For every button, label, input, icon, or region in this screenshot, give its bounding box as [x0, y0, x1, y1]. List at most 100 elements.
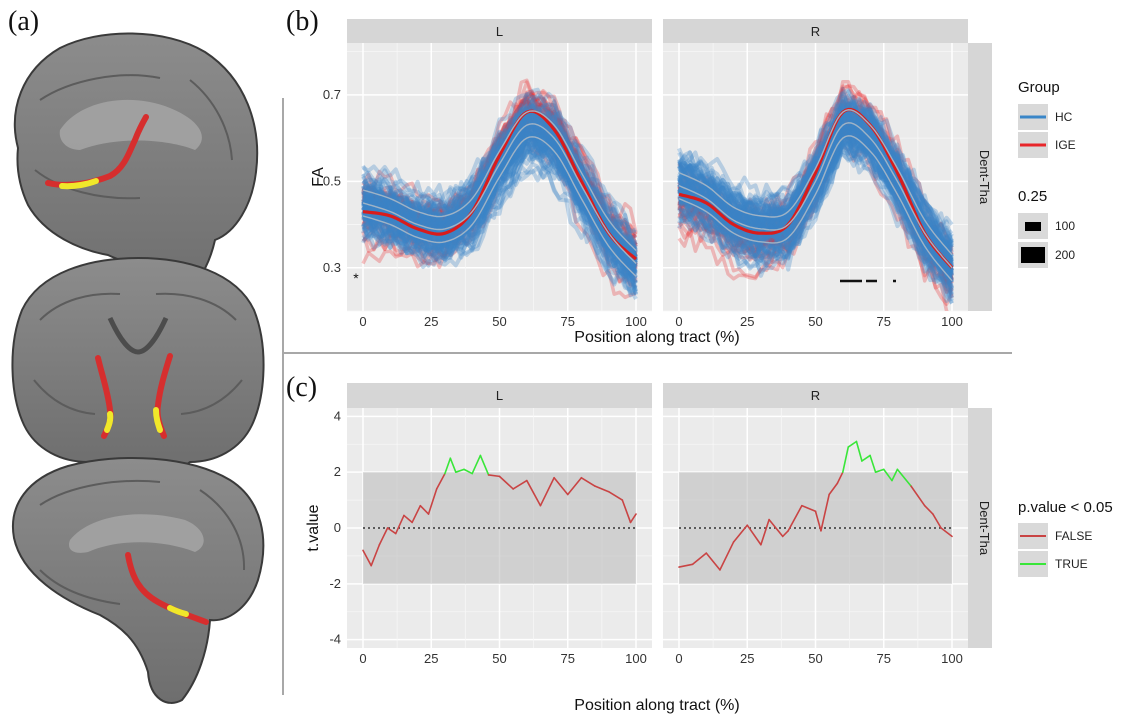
subject-trace: [677, 117, 953, 285]
significance-star: *: [353, 270, 359, 286]
subject-trace: [677, 144, 954, 289]
subject-trace: [362, 139, 638, 279]
subject-trace: [362, 111, 638, 261]
tvalue-segment: [882, 468, 893, 482]
facet-strip-row-c: [968, 408, 992, 648]
tvalue-segment: [896, 468, 912, 487]
y-tick-label: 0.7: [323, 87, 341, 102]
subject-trace: [677, 111, 954, 261]
tvalue-segment: [828, 482, 839, 496]
x-tick-label: 50: [492, 651, 506, 666]
subject-trace: [361, 110, 637, 235]
tvalue-segment: [411, 504, 422, 524]
tvalue-segment: [594, 485, 610, 493]
subject-trace: [361, 126, 638, 276]
tvalue-segment: [691, 552, 708, 566]
x-tick-label: 75: [561, 651, 575, 666]
x-tick-label: 75: [877, 651, 891, 666]
tvalue-segment: [394, 514, 405, 535]
subject-trace: [677, 120, 954, 294]
mean-lines: [678, 107, 954, 282]
tvalue-segment: [498, 475, 514, 490]
y-axis-title-b: FA: [310, 167, 327, 187]
tvalue-segment: [487, 474, 501, 478]
subject-trace: [677, 117, 954, 283]
tvalue-segment: [580, 476, 596, 487]
legend-item-size-100: 100: [1018, 213, 1075, 239]
tvalue-segment: [427, 488, 438, 515]
subject-trace: [362, 136, 638, 279]
panel-b: L R Dent-Tha * 0 25 50 75 100 0 25 50 75 100 0.3 0.…: [310, 19, 1076, 346]
subject-trace: [362, 114, 638, 258]
tvalue-segment: [621, 499, 632, 524]
subject-trace: [678, 125, 954, 289]
x-tick-label: 50: [808, 651, 822, 666]
subject-trace: [678, 134, 954, 299]
x-tick-label: 0: [359, 651, 366, 666]
tvalue-segment: [836, 471, 844, 485]
mean-line-hc: [362, 110, 637, 251]
subject-trace: [361, 132, 638, 294]
tvalue-segment: [403, 514, 413, 524]
x-tick-label: 25: [424, 651, 438, 666]
subject-trace: [361, 100, 638, 261]
legend-title-group: Group: [1018, 79, 1060, 96]
subject-trace: [361, 127, 638, 276]
subject-trace: [361, 97, 637, 245]
subject-trace: [361, 91, 638, 234]
y-axis-title-c: t.value: [305, 504, 322, 551]
subject-trace: [362, 118, 638, 281]
tvalue-segment: [760, 518, 770, 546]
subject-trace: [361, 95, 638, 251]
mean-lines: [362, 109, 638, 277]
subject-trace: [677, 125, 954, 290]
tvalue-segment: [861, 454, 871, 462]
x-tick-label: 25: [424, 314, 438, 329]
brain-sagittal-bottom: [12, 456, 265, 704]
subject-trace: [677, 122, 954, 280]
legend-item-true: TRUE: [1018, 551, 1088, 577]
subject-trace: [361, 91, 637, 250]
y-tick-label: 4: [334, 408, 341, 423]
subject-trace: [677, 101, 954, 258]
subject-trace: [677, 116, 954, 289]
subject-trace: [677, 103, 954, 229]
mean-line-hc: [678, 109, 953, 256]
subject-trace: [677, 117, 953, 286]
tvalue-segment: [607, 490, 624, 501]
subject-trace: [361, 133, 638, 296]
facet-strip-row: [968, 43, 992, 311]
subject-trace: [677, 140, 954, 304]
x-tick-label: 25: [740, 314, 754, 329]
y-tick-label: -2: [329, 576, 341, 591]
x-tick-label: 75: [877, 314, 891, 329]
x-tick-label: 100: [941, 314, 963, 329]
brain-coronal-middle: [11, 256, 265, 472]
subject-trace: [362, 109, 637, 251]
subject-trace: [361, 111, 638, 260]
x-axis-title-b: Position along tract (%): [574, 329, 739, 346]
subject-trace: [361, 87, 638, 251]
subject-trace: [361, 94, 638, 236]
subject-trace: [677, 101, 953, 270]
x-tick-label: 75: [561, 314, 575, 329]
subject-trace: [677, 137, 954, 296]
facet-strip-left-c: [347, 383, 652, 408]
subject-trace: [677, 140, 954, 289]
tvalue-segment: [940, 527, 953, 538]
tvalue-segment: [874, 468, 885, 473]
mean-line-hc: [678, 135, 953, 282]
subject-trace: [361, 116, 638, 266]
subject-trace: [677, 136, 954, 282]
subject-trace: [361, 107, 638, 258]
facet-label-row: Dent-Tha: [977, 150, 992, 205]
x-tick-label: 100: [941, 651, 963, 666]
mean-line-hc: [678, 122, 953, 269]
tvalue-segment: [553, 476, 569, 496]
brain-sagittal-top: [14, 32, 259, 298]
legend-label-false: FALSE: [1055, 529, 1092, 543]
tvalue-segment: [814, 510, 822, 532]
legend-item-size-200: 200: [1018, 242, 1075, 268]
subject-trace: [361, 132, 638, 279]
